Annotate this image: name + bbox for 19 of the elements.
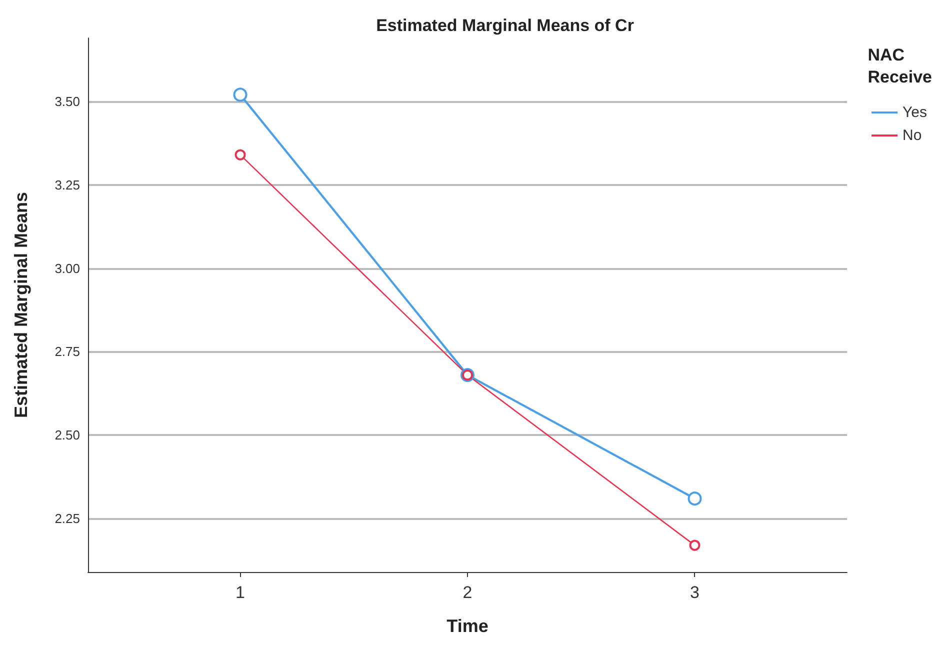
legend-title: NAC Receive	[868, 46, 932, 86]
y-tick-label: 3.25	[54, 177, 80, 192]
chart-title: Estimated Marginal Means of Cr	[376, 16, 634, 35]
point	[234, 149, 246, 160]
y-tick-label: 2.75	[54, 344, 80, 360]
y-axis-title: Estimated Marginal Means	[11, 192, 31, 418]
point	[233, 88, 248, 102]
legend-label: Yes	[902, 104, 928, 121]
y-tick-label: 2.25	[54, 511, 80, 526]
x-tick-label: 2	[462, 583, 472, 602]
point	[689, 540, 700, 551]
x-tick-label: 1	[236, 583, 245, 602]
point	[688, 492, 702, 506]
y-tick-label: 2.50	[54, 428, 80, 443]
x-tick-label: 3	[690, 583, 700, 602]
x-axis-title: Time	[446, 616, 488, 636]
y-tick-label: 3.50	[54, 94, 80, 109]
y-tick-label: 3.00	[54, 260, 80, 276]
legend-label: No	[902, 127, 922, 144]
